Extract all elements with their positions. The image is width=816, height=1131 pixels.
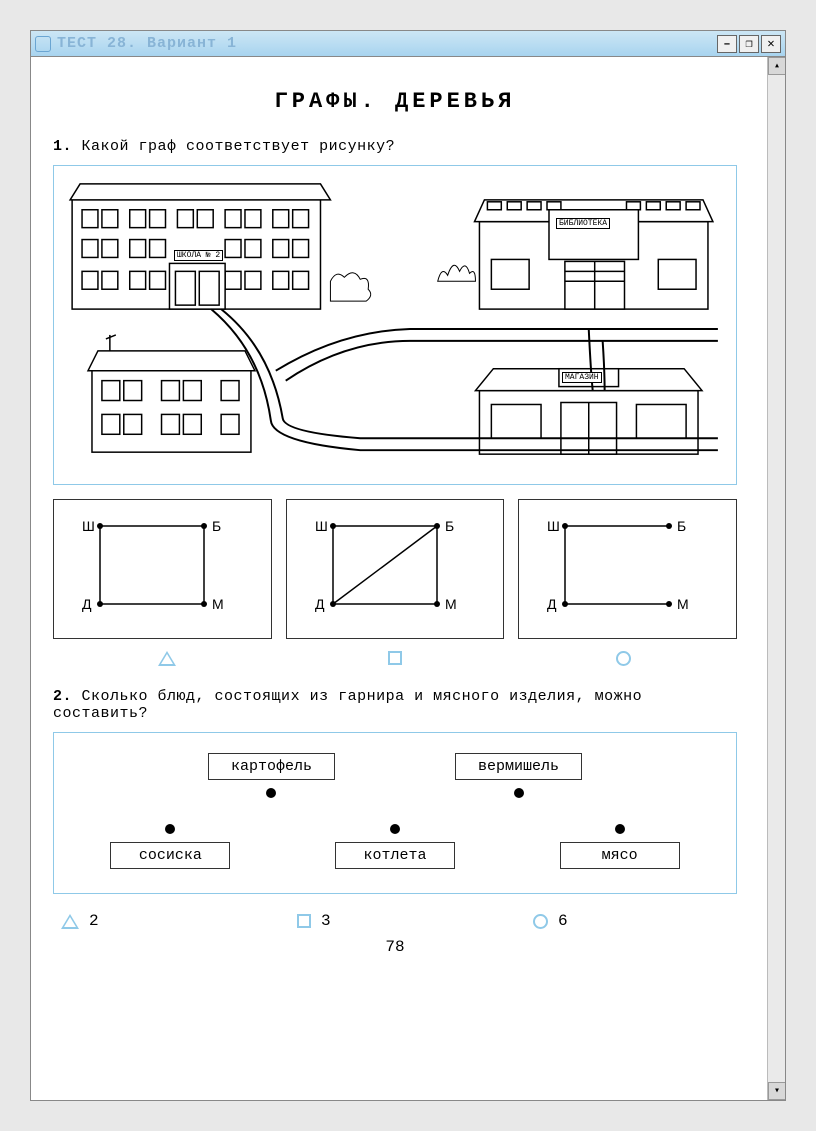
meat-label-1: сосиска (110, 842, 230, 869)
answer-option-3[interactable]: 6 (533, 912, 729, 930)
maximize-button[interactable]: ❐ (739, 35, 759, 53)
q1-text: Какой граф соответствует рисунку? (82, 138, 396, 155)
meat-label-3: мясо (560, 842, 680, 869)
answer-option-2[interactable]: 3 (297, 912, 493, 930)
q1-number: 1. (53, 138, 72, 155)
answer-value-1: 2 (89, 912, 99, 930)
svg-text:Ш: Ш (82, 518, 95, 534)
meat-item-2: котлета (335, 816, 455, 869)
page: ГРАФЫ. ДЕРЕВЬЯ 1. Какой граф соответству… (31, 57, 767, 964)
square-marker-icon (388, 651, 402, 665)
window-title: ТЕСТ 28. Вариант 1 (57, 35, 717, 52)
q1-markers (53, 651, 737, 666)
triangle-marker-icon (61, 914, 79, 929)
app-window: ТЕСТ 28. Вариант 1 – ❐ ✕ ▴ ▾ ГРАФЫ. ДЕРЕ… (30, 30, 786, 1101)
square-marker-icon (297, 914, 311, 928)
food-diagram: картофель вермишель сосиска (53, 732, 737, 894)
node-dot (390, 824, 400, 834)
question-2: 2. Сколько блюд, состоящих из гарнира и … (53, 688, 737, 722)
svg-text:Д: Д (547, 596, 557, 612)
svg-text:Б: Б (445, 518, 454, 534)
garnish-label-1: картофель (208, 753, 335, 780)
node-dot (165, 824, 175, 834)
answer-value-2: 3 (321, 912, 331, 930)
buildings-svg (60, 172, 730, 478)
svg-text:Д: Д (315, 596, 325, 612)
garnish-label-2: вермишель (455, 753, 582, 780)
scroll-up-button[interactable]: ▴ (768, 57, 785, 75)
answer-option-1[interactable]: 2 (61, 912, 257, 930)
svg-text:Б: Б (677, 518, 686, 534)
svg-text:М: М (677, 596, 689, 612)
sign-school: ШКОЛА № 2 (174, 250, 223, 261)
page-number: 78 (53, 938, 737, 956)
meat-label-2: котлета (335, 842, 455, 869)
node-dot (514, 788, 524, 798)
svg-text:Ш: Ш (547, 518, 560, 534)
graph-option-1[interactable]: Ш Б Д М (53, 499, 272, 639)
titlebar: ТЕСТ 28. Вариант 1 – ❐ ✕ (31, 31, 785, 57)
q2-answers: 2 3 6 (53, 912, 737, 930)
window-controls: – ❐ ✕ (717, 35, 781, 53)
graph-options: Ш Б Д М Ш Б Д М Ш Б Д М (53, 499, 737, 639)
scene-illustration: ШКОЛА № 2 БИБЛИОТЕКА МАГАЗИН (53, 165, 737, 485)
svg-text:М: М (445, 596, 457, 612)
answer-value-3: 6 (558, 912, 568, 930)
question-1: 1. Какой граф соответствует рисунку? (53, 138, 737, 155)
graph-option-2[interactable]: Ш Б Д М (286, 499, 505, 639)
content-area: ▴ ▾ ГРАФЫ. ДЕРЕВЬЯ 1. Какой граф соответ… (31, 57, 785, 1100)
q2-number: 2. (53, 688, 72, 705)
circle-marker-icon (616, 651, 631, 666)
scroll-down-button[interactable]: ▾ (768, 1082, 785, 1100)
garnish-item-2: вермишель (455, 753, 582, 806)
garnish-item-1: картофель (208, 753, 335, 806)
page-title: ГРАФЫ. ДЕРЕВЬЯ (53, 89, 737, 114)
node-dot (615, 824, 625, 834)
svg-text:Б: Б (212, 518, 221, 534)
app-icon (35, 36, 51, 52)
graph-option-3[interactable]: Ш Б Д М (518, 499, 737, 639)
q2-text: Сколько блюд, состоящих из гарнира и мяс… (53, 688, 642, 722)
svg-text:Д: Д (82, 596, 92, 612)
sign-shop: МАГАЗИН (562, 372, 602, 383)
svg-text:М: М (212, 596, 224, 612)
triangle-marker-icon (158, 651, 176, 666)
minimize-button[interactable]: – (717, 35, 737, 53)
sign-library: БИБЛИОТЕКА (556, 218, 610, 229)
meat-item-3: мясо (560, 816, 680, 869)
node-dot (266, 788, 276, 798)
close-button[interactable]: ✕ (761, 35, 781, 53)
svg-text:Ш: Ш (315, 518, 328, 534)
meat-item-1: сосиска (110, 816, 230, 869)
circle-marker-icon (533, 914, 548, 929)
vertical-scrollbar[interactable]: ▴ ▾ (767, 57, 785, 1100)
